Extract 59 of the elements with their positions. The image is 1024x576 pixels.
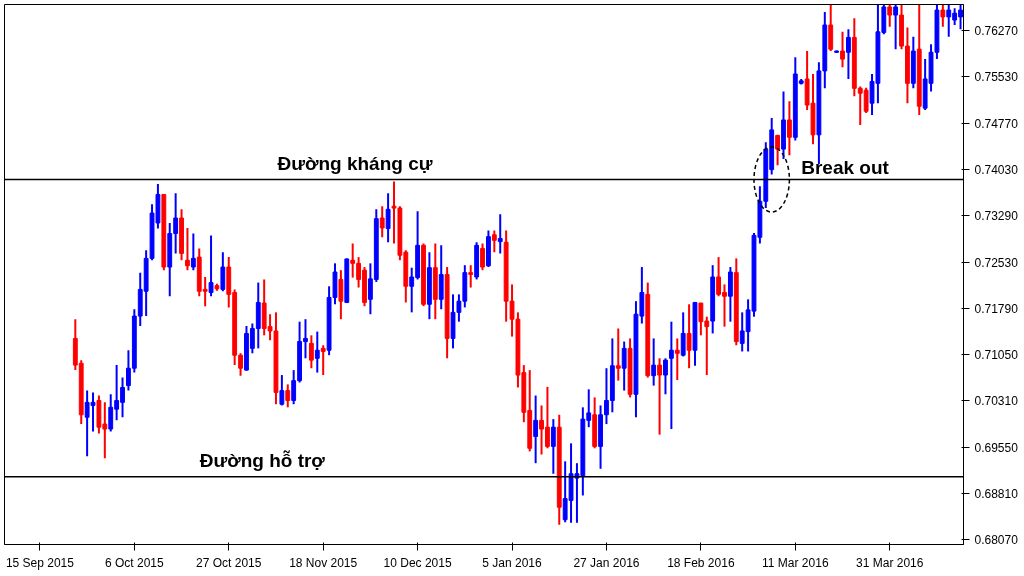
x-tick-label: 31 Mar 2016 — [856, 555, 924, 570]
x-tick-label: 11 Mar 2016 — [762, 555, 829, 570]
y-tick-label: 0.74030 — [974, 163, 1019, 178]
y-tick-label: 0.75530 — [974, 70, 1019, 84]
candlestick — [550, 418, 556, 475]
candlestick — [497, 213, 503, 255]
candlestick — [680, 311, 686, 358]
candlestick — [208, 234, 214, 298]
candlestick — [887, 4, 893, 28]
candlestick — [320, 344, 326, 377]
x-tick-label: 18 Feb 2016 — [667, 555, 735, 570]
candlestick — [190, 232, 196, 272]
x-tick-label: 5 Jan 2016 — [482, 555, 543, 570]
annotation: Break out — [801, 156, 890, 178]
y-tick-label: 0.69550 — [974, 441, 1019, 456]
candlestick — [657, 357, 662, 436]
candlestick — [663, 357, 668, 396]
y-tick-label: 0.70310 — [974, 394, 1019, 408]
candlestick — [338, 269, 344, 321]
x-tick-label: 18 Nov 2015 — [289, 555, 358, 570]
candlestick — [285, 383, 291, 409]
x-tick-label: 27 Oct 2015 — [196, 555, 262, 570]
y-tick-label: 0.76270 — [974, 24, 1019, 39]
candlestick — [185, 226, 190, 272]
x-tick-label: 10 Dec 2015 — [383, 555, 452, 570]
candlestick — [385, 192, 391, 244]
ref-line-label: Đường hỗ trợ — [199, 449, 326, 471]
candlestick — [775, 133, 781, 167]
y-tick-label: 0.68070 — [974, 533, 1019, 548]
candlestick — [533, 394, 539, 465]
candlestick — [940, 4, 946, 28]
candlestick — [468, 264, 474, 289]
candlestick — [651, 337, 657, 387]
candlestick — [786, 100, 792, 157]
y-tick-label: 0.72530 — [974, 256, 1019, 271]
y-tick-label: 0.73290 — [974, 209, 1019, 224]
candlestick — [308, 334, 314, 370]
candlestick — [846, 28, 851, 80]
candlestick — [480, 242, 485, 272]
candlestick — [621, 340, 627, 392]
candlestick — [668, 320, 674, 431]
y-tick-label: 0.68810 — [974, 487, 1019, 502]
x-tick-label: 6 Oct 2015 — [104, 555, 165, 570]
y-tick-label: 0.74770 — [974, 117, 1019, 132]
candlestick — [893, 4, 899, 51]
candlestick — [686, 303, 692, 370]
candlestick — [491, 229, 497, 254]
candlestick — [314, 330, 320, 374]
candlestick — [674, 337, 680, 382]
y-tick-label: 0.71790 — [974, 302, 1019, 317]
ref-line-label: Đường kháng cự — [277, 152, 433, 174]
candlestick — [615, 327, 621, 382]
candlestick — [379, 205, 385, 239]
x-tick-label: 27 Jan 2016 — [573, 555, 640, 570]
candlestick — [220, 251, 226, 293]
x-tick-label: 15 Sep 2015 — [5, 555, 75, 570]
y-tick-label: 0.71050 — [974, 348, 1019, 363]
candlestick — [840, 30, 845, 69]
candlestick — [279, 374, 285, 407]
